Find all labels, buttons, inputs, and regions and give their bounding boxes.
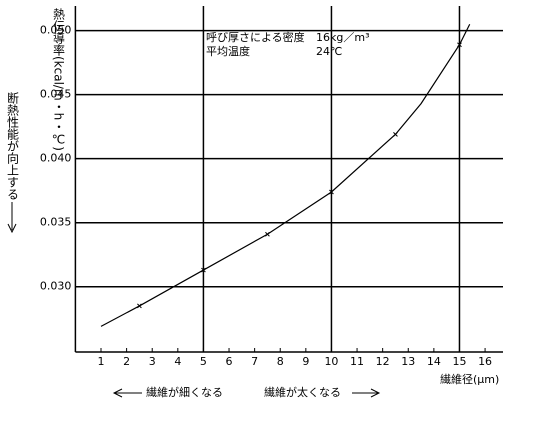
x-tick-label: 1 bbox=[98, 355, 105, 368]
annotation: 24℃ bbox=[316, 45, 342, 58]
point-marker bbox=[201, 267, 206, 273]
point-marker bbox=[457, 42, 462, 48]
arrow-head bbox=[112, 388, 123, 398]
point-marker bbox=[393, 131, 398, 137]
x-tick-label: 8 bbox=[277, 355, 284, 368]
x-tick-label: 6 bbox=[226, 355, 233, 368]
point-marker bbox=[265, 231, 270, 237]
y-tick-label: 0.035 bbox=[40, 216, 72, 229]
annotation: 16kg／m³ bbox=[316, 31, 369, 44]
x-tick-label: 4 bbox=[174, 355, 181, 368]
x-tick-label: 3 bbox=[149, 355, 156, 368]
x-tick-label: 16 bbox=[478, 355, 492, 368]
point-marker bbox=[137, 303, 142, 309]
annotation: 平均温度 bbox=[206, 44, 250, 58]
x-tick-label: 12 bbox=[376, 355, 390, 368]
x-tick-label: 2 bbox=[123, 355, 130, 368]
y-tick-label: 0.050 bbox=[40, 24, 72, 37]
side-note: 断熱性能が向上する bbox=[6, 91, 20, 200]
x-tick-label: 5 bbox=[200, 355, 207, 368]
x-tick-label: 15 bbox=[452, 355, 466, 368]
y-tick-label: 0.045 bbox=[40, 88, 72, 101]
x-tick-label: 9 bbox=[302, 355, 309, 368]
x-tick-label: 10 bbox=[324, 355, 338, 368]
y-tick-label: 0.040 bbox=[40, 152, 72, 165]
y-axis-label: 熱伝導率(kcal/m・h・℃) bbox=[52, 8, 66, 151]
arrow-head bbox=[370, 388, 381, 398]
arrow-label: 繊維が細くなる bbox=[146, 385, 223, 399]
y-tick-label: 0.030 bbox=[40, 280, 72, 293]
annotation: 呼び厚さによる密度 bbox=[206, 30, 305, 44]
x-tick-label: 13 bbox=[401, 355, 415, 368]
x-axis-label: 繊維径(μm) bbox=[440, 373, 499, 386]
x-tick-label: 11 bbox=[350, 355, 364, 368]
x-tick-label: 14 bbox=[427, 355, 441, 368]
curve bbox=[100, 23, 471, 327]
arrow-label: 繊維が太くなる bbox=[264, 385, 341, 399]
x-tick-label: 7 bbox=[251, 355, 258, 368]
arrow-head bbox=[7, 223, 17, 234]
point-marker bbox=[329, 189, 334, 195]
